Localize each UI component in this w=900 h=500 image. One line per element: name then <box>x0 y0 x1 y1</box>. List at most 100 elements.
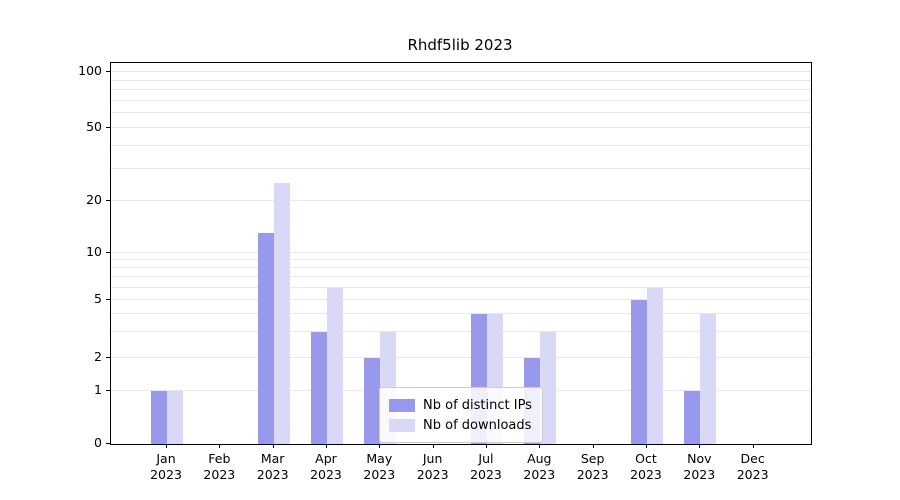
gridline <box>111 89 811 91</box>
y-tick-mark <box>106 298 110 300</box>
gridline <box>111 167 811 169</box>
gridline <box>111 252 811 254</box>
x-tick-month: Oct <box>635 451 657 466</box>
x-tick-month: Feb <box>208 451 231 466</box>
legend-label: Nb of distinct IPs <box>423 397 532 413</box>
y-tick-mark <box>106 127 110 129</box>
x-tick-label: Oct 2023 <box>614 451 678 483</box>
x-tick-mark <box>432 444 434 448</box>
x-tick-year: 2023 <box>416 467 449 482</box>
x-tick-label: Nov 2023 <box>667 451 731 483</box>
y-tick-mark <box>106 199 110 201</box>
x-tick-label: Jun 2023 <box>401 451 465 483</box>
y-tick-mark <box>106 443 110 444</box>
x-tick-year: 2023 <box>150 467 182 482</box>
x-tick-year: 2023 <box>310 467 342 482</box>
gridline <box>111 71 811 73</box>
legend-swatch <box>389 418 415 432</box>
x-tick-mark <box>539 444 541 448</box>
x-tick-mark <box>645 444 647 448</box>
x-tick-month: Dec <box>740 451 765 466</box>
legend-label: Nb of downloads <box>423 417 532 433</box>
y-tick-mark <box>106 390 110 392</box>
gridline <box>111 286 811 288</box>
x-tick-label: Sep 2023 <box>561 451 625 483</box>
bar-downloads <box>273 183 290 444</box>
bar-distinct-ips <box>684 391 701 444</box>
x-tick-label: Apr 2023 <box>294 451 358 483</box>
legend-swatch <box>389 398 415 412</box>
y-tick-label: 50 <box>86 119 102 135</box>
gridline <box>111 99 811 101</box>
x-tick-mark <box>219 444 221 448</box>
gridline <box>111 79 811 81</box>
y-tick-label: 100 <box>78 63 102 79</box>
y-tick-label: 2 <box>94 348 102 364</box>
gridline <box>111 298 811 300</box>
bar-downloads <box>326 287 343 444</box>
x-tick-year: 2023 <box>736 467 769 482</box>
bar-distinct-ips <box>151 391 167 444</box>
x-tick-month: Sep <box>580 451 605 466</box>
y-tick-label: 0 <box>94 435 102 450</box>
y-tick-label: 1 <box>94 382 102 398</box>
x-tick-year: 2023 <box>683 467 716 482</box>
x-tick-label: Aug 2023 <box>507 451 571 483</box>
x-tick-month: May <box>366 451 393 466</box>
bar-downloads <box>646 287 663 444</box>
legend-item: Nb of distinct IPs <box>389 395 532 415</box>
y-tick-mark <box>106 252 110 254</box>
legend: Nb of distinct IPs Nb of downloads <box>379 387 543 443</box>
y-tick-mark <box>106 356 110 358</box>
x-tick-mark <box>166 444 167 448</box>
x-tick-month: Aug <box>527 451 552 466</box>
y-tick-label: 5 <box>94 290 102 306</box>
x-tick-mark <box>379 444 381 448</box>
bar-distinct-ips <box>364 357 381 444</box>
gridline <box>111 313 811 315</box>
legend-item: Nb of downloads <box>389 415 532 435</box>
x-tick-year: 2023 <box>576 467 609 482</box>
bar-distinct-ips <box>310 332 327 444</box>
x-tick-mark <box>592 444 594 448</box>
x-tick-month: Jun <box>422 451 443 466</box>
x-tick-month: Jul <box>478 451 494 466</box>
gridline <box>111 259 811 261</box>
x-tick-label: Feb 2023 <box>187 451 251 483</box>
x-tick-label: Dec 2023 <box>721 451 785 483</box>
x-tick-month: Nov <box>687 451 712 466</box>
bar-distinct-ips <box>257 233 274 444</box>
gridline <box>111 127 811 129</box>
gridline <box>111 112 811 114</box>
x-tick-year: 2023 <box>256 467 289 482</box>
x-tick-label: Mar 2023 <box>241 451 305 483</box>
bar-downloads <box>167 391 183 444</box>
y-tick-label: 10 <box>86 244 102 260</box>
x-tick-month: Jan <box>156 451 176 466</box>
gridline <box>111 199 811 201</box>
bar-downloads <box>700 314 717 444</box>
x-tick-mark <box>325 444 327 448</box>
x-tick-month: Apr <box>315 451 337 466</box>
bar-distinct-ips <box>630 299 647 444</box>
gridline <box>111 276 811 278</box>
x-tick-label: May 2023 <box>347 451 411 483</box>
plot-area: Nb of distinct IPs Nb of downloads <box>110 62 812 445</box>
y-tick-mark <box>106 71 110 73</box>
gridline <box>111 144 811 146</box>
x-tick-label: Jan 2023 <box>134 451 198 483</box>
x-tick-month: Mar <box>260 451 285 466</box>
x-tick-year: 2023 <box>363 467 396 482</box>
gridline <box>111 331 811 333</box>
x-tick-year: 2023 <box>203 467 236 482</box>
chart-title: Rhdf5lib 2023 <box>407 36 513 54</box>
x-tick-mark <box>752 444 754 448</box>
y-tick-label: 20 <box>86 191 102 207</box>
bar-downloads <box>540 332 557 444</box>
x-tick-year: 2023 <box>470 467 502 482</box>
x-tick-mark <box>485 444 487 448</box>
gridline <box>111 356 811 358</box>
x-tick-mark <box>272 444 274 448</box>
gridline <box>111 267 811 269</box>
